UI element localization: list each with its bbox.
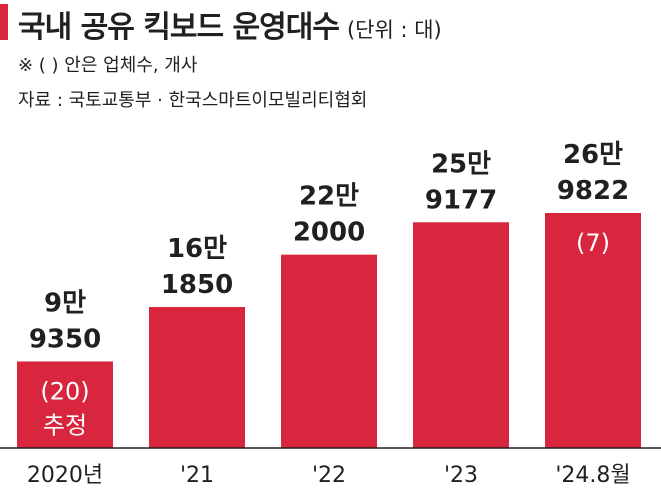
value-label-4-0: 26만 <box>563 140 623 170</box>
source-label: 자료 : 국토교통부 · 한국스마트이모빌리티협회 <box>18 90 368 111</box>
category-label-2: '22 <box>312 463 346 488</box>
inbar-label-0-0: (20) <box>40 377 89 405</box>
value-label-4-1: 9822 <box>557 176 629 206</box>
value-label-2-1: 2000 <box>293 218 365 248</box>
value-label-3-1: 9177 <box>425 185 497 215</box>
unit-label: (단위 : 대) <box>346 18 442 42</box>
category-label-4: '24.8월 <box>555 463 630 488</box>
footnote: ※ ( ) 안은 업체수, 개사 <box>18 55 198 76</box>
value-label-0-0: 9만 <box>44 288 86 318</box>
value-label-1-0: 16만 <box>167 234 227 264</box>
title-accent-bar <box>0 4 8 40</box>
bar-3 <box>413 222 509 448</box>
inbar-label-4-0: (7) <box>576 229 610 257</box>
bar-2 <box>281 254 377 448</box>
bar-1 <box>149 307 245 448</box>
bar-0 <box>17 361 113 448</box>
title-row: 국내 공유 킥보드 운영대수 (단위 : 대) <box>18 2 442 46</box>
value-label-3-0: 25만 <box>431 149 491 179</box>
category-label-3: '23 <box>444 463 478 488</box>
inbar-label-0-1: 추정 <box>43 411 87 439</box>
value-label-2-0: 22만 <box>299 182 359 212</box>
category-label-0: 2020년 <box>27 463 103 488</box>
chart-title: 국내 공유 킥보드 운영대수 <box>18 10 340 45</box>
bar-4 <box>545 213 641 448</box>
value-label-0-1: 9350 <box>29 324 101 354</box>
category-label-1: '21 <box>180 463 214 488</box>
value-label-1-1: 1850 <box>161 270 233 300</box>
